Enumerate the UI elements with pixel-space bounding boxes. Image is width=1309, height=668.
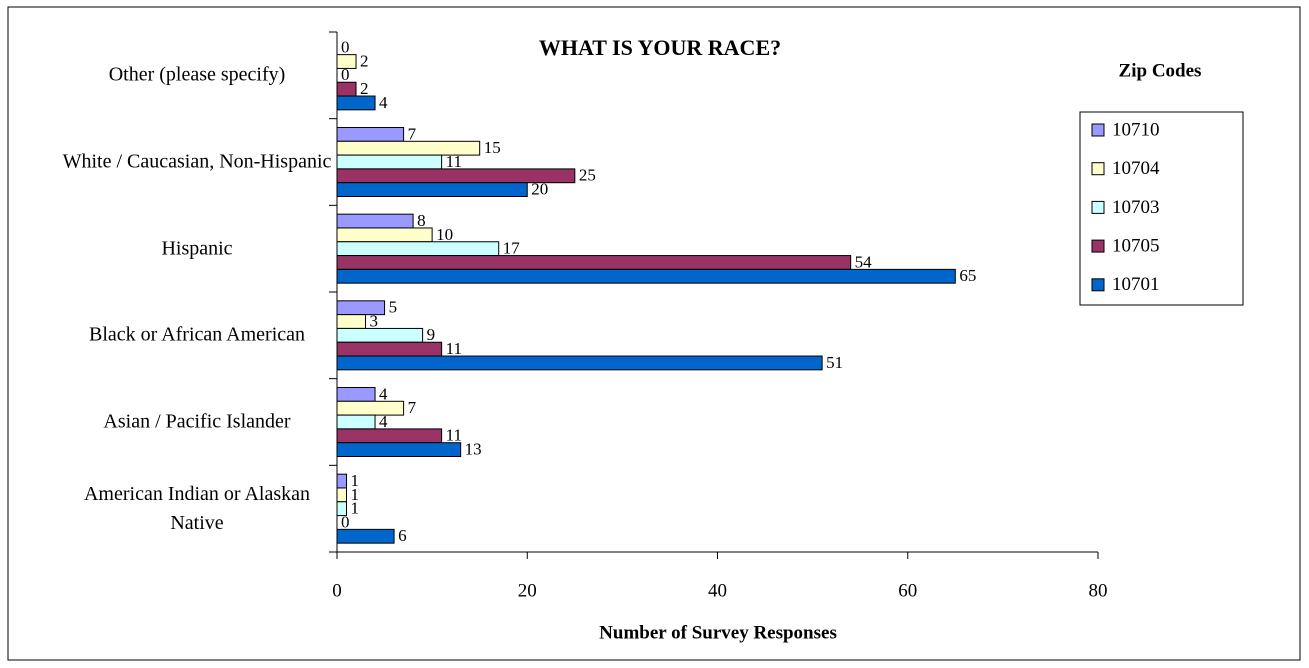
y-tick-label: Asian / Pacific Islander xyxy=(103,410,291,433)
y-tick-label: American Indian or Alaskan Native xyxy=(83,482,311,534)
legend-label: 10701 xyxy=(1112,274,1160,295)
legend-label: 10705 xyxy=(1112,235,1160,256)
data-label: 11 xyxy=(446,339,462,358)
data-label: 2 xyxy=(360,79,369,98)
data-label: 9 xyxy=(427,325,436,344)
legend-box xyxy=(1079,111,1244,306)
bar xyxy=(336,501,348,517)
data-label: 7 xyxy=(408,398,417,417)
data-label: 1 xyxy=(351,499,360,518)
bar xyxy=(336,473,348,489)
bar xyxy=(336,241,500,257)
data-label: 4 xyxy=(379,93,388,112)
data-label: 4 xyxy=(379,412,388,431)
bar xyxy=(336,227,433,243)
bar xyxy=(336,314,367,329)
data-label: 17 xyxy=(503,239,521,258)
x-tick-label: 20 xyxy=(518,580,537,601)
bar xyxy=(336,54,357,69)
data-label: 15 xyxy=(484,138,501,157)
bar xyxy=(336,81,357,97)
data-label: 20 xyxy=(531,180,548,199)
bar xyxy=(336,355,823,371)
data-label: 0 xyxy=(341,512,350,531)
bar xyxy=(336,528,395,544)
legend-label: 10703 xyxy=(1112,197,1160,218)
data-label: 6 xyxy=(398,526,407,545)
legend-title: Zip Codes xyxy=(1119,60,1202,81)
data-label: 0 xyxy=(341,38,350,57)
data-label: 10 xyxy=(436,225,453,244)
bar xyxy=(336,127,405,142)
data-label: 2 xyxy=(360,51,369,70)
data-label: 4 xyxy=(379,384,388,403)
x-tick-label: 0 xyxy=(332,580,342,601)
legend-swatch xyxy=(1091,278,1105,292)
chart-title: WHAT IS YOUR RACE? xyxy=(539,35,781,60)
data-label: 11 xyxy=(446,426,462,445)
data-label: 54 xyxy=(855,252,873,271)
bar xyxy=(336,95,376,111)
legend-swatch xyxy=(1091,200,1105,214)
bar xyxy=(336,268,956,284)
legend-label: 10710 xyxy=(1112,119,1160,140)
data-label: 51 xyxy=(826,353,843,372)
data-label: 0 xyxy=(341,65,350,84)
x-tick-label: 40 xyxy=(708,580,727,601)
data-label: 13 xyxy=(465,440,482,459)
bar xyxy=(336,341,443,357)
bar xyxy=(336,213,414,229)
bar xyxy=(336,414,376,430)
data-label: 5 xyxy=(389,298,398,317)
y-tick-label: Black or African American xyxy=(88,323,306,346)
y-tick-label: White / Caucasian, Non-Hispanic xyxy=(62,150,332,173)
data-label: 11 xyxy=(446,152,462,171)
data-label: 1 xyxy=(351,471,360,490)
y-tick-label: Hispanic xyxy=(161,237,233,260)
x-tick-label: 60 xyxy=(898,580,917,601)
legend-swatch xyxy=(1091,123,1105,137)
data-label: 1 xyxy=(351,485,360,504)
bar xyxy=(336,154,443,170)
legend-swatch xyxy=(1091,162,1105,176)
data-label: 3 xyxy=(370,311,379,330)
bar xyxy=(336,428,443,444)
y-tick-label: Other (please specify) xyxy=(108,63,286,86)
bar xyxy=(336,255,852,270)
bar xyxy=(336,387,376,402)
bar xyxy=(336,327,424,343)
bar xyxy=(336,182,528,197)
data-label: 8 xyxy=(417,211,426,230)
data-label: 65 xyxy=(959,266,976,285)
bar xyxy=(336,442,462,458)
legend-label: 10704 xyxy=(1112,158,1160,179)
x-tick-label: 80 xyxy=(1089,580,1108,601)
bar xyxy=(336,400,405,416)
data-label: 25 xyxy=(579,166,596,185)
x-axis-label: Number of Survey Responses xyxy=(599,622,837,643)
data-label: 7 xyxy=(408,124,417,143)
bar xyxy=(336,487,348,503)
legend-swatch xyxy=(1091,239,1105,253)
